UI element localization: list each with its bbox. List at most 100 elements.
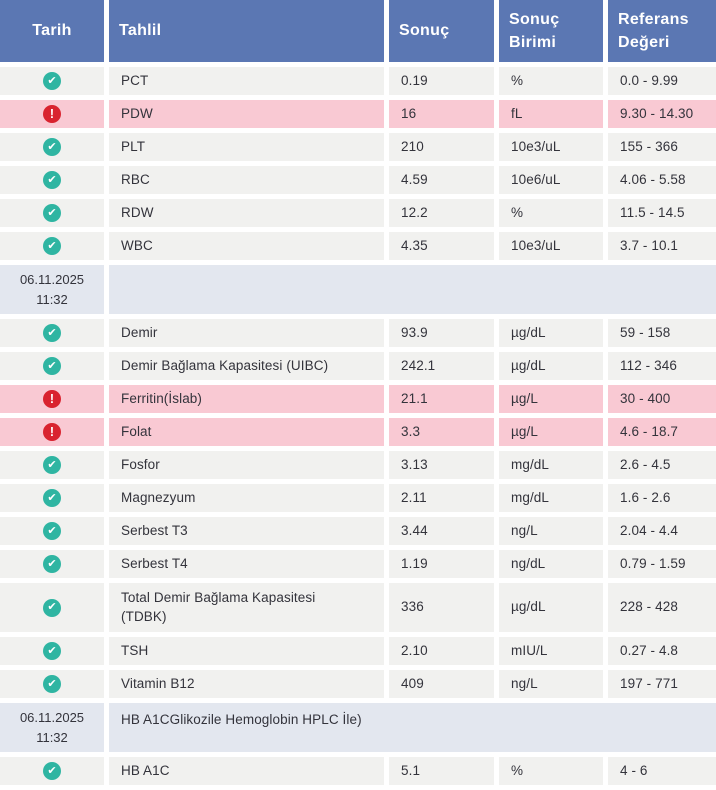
status-cell: ✔ [0,166,104,194]
date-section-row: 06.11.2025 11:32 [0,265,716,314]
result-unit: µg/L [499,385,603,413]
check-icon: ✔ [43,762,61,780]
table-row[interactable]: ! Ferritin(İslab) 21.1 µg/L 30 - 400 [0,385,716,413]
check-icon: ✔ [43,456,61,474]
reference-range: 228 - 428 [608,583,716,632]
table-row[interactable]: ✔ RBC 4.59 10e6/uL 4.06 - 5.58 [0,166,716,194]
table-row[interactable]: ✔ Demir Bağlama Kapasitesi (UIBC) 242.1 … [0,352,716,380]
check-icon: ✔ [43,642,61,660]
status-cell: ✔ [0,757,104,785]
result-unit: fL [499,100,603,128]
test-name: WBC [109,232,384,260]
test-name: Folat [109,418,384,446]
check-icon: ✔ [43,522,61,540]
result-unit: µg/dL [499,583,603,632]
result-value: 21.1 [389,385,494,413]
test-name: Ferritin(İslab) [109,385,384,413]
check-icon: ✔ [43,555,61,573]
test-name: PDW [109,100,384,128]
result-value: 4.59 [389,166,494,194]
status-cell: ✔ [0,550,104,578]
check-icon: ✔ [43,237,61,255]
result-value: 336 [389,583,494,632]
status-cell: ✔ [0,583,104,632]
table-row[interactable]: ✔ Serbest T4 1.19 ng/dL 0.79 - 1.59 [0,550,716,578]
table-row[interactable]: ✔ TSH 2.10 mIU/L 0.27 - 4.8 [0,637,716,665]
status-cell: ✔ [0,232,104,260]
test-name: TSH [109,637,384,665]
table-row[interactable]: ! Folat 3.3 µg/L 4.6 - 18.7 [0,418,716,446]
result-unit: µg/L [499,418,603,446]
header-sonuc: Sonuç [389,0,494,62]
test-name: Demir Bağlama Kapasitesi (UIBC) [109,352,384,380]
reference-range: 2.6 - 4.5 [608,451,716,479]
test-name: PLT [109,133,384,161]
reference-range: 0.27 - 4.8 [608,637,716,665]
test-name: Magnezyum [109,484,384,512]
table-row[interactable]: ✔ Vitamin B12 409 ng/L 197 - 771 [0,670,716,698]
result-unit: ng/dL [499,550,603,578]
test-name: PCT [109,67,384,95]
reference-range: 112 - 346 [608,352,716,380]
result-value: 3.44 [389,517,494,545]
table-row[interactable]: ✔ WBC 4.35 10e3/uL 3.7 - 10.1 [0,232,716,260]
reference-range: 4 - 6 [608,757,716,785]
result-value: 3.3 [389,418,494,446]
test-name: Demir [109,319,384,347]
result-value: 16 [389,100,494,128]
check-icon: ✔ [43,171,61,189]
section-label: HB A1CGlikozile Hemoglobin HPLC İle) [109,703,716,752]
check-icon: ✔ [43,72,61,90]
status-cell: ✔ [0,451,104,479]
result-value: 0.19 [389,67,494,95]
status-cell: ✔ [0,517,104,545]
section-label [109,265,716,314]
result-unit: µg/dL [499,352,603,380]
result-value: 409 [389,670,494,698]
table-row[interactable]: ✔ Magnezyum 2.11 mg/dL 1.6 - 2.6 [0,484,716,512]
table-row[interactable]: ✔ Demir 93.9 µg/dL 59 - 158 [0,319,716,347]
status-cell: ✔ [0,319,104,347]
test-name: RBC [109,166,384,194]
reference-range: 4.6 - 18.7 [608,418,716,446]
status-cell: ✔ [0,670,104,698]
date-cell: 06.11.2025 11:32 [0,703,104,752]
table-row[interactable]: ! PDW 16 fL 9.30 - 14.30 [0,100,716,128]
table-header: Tarih Tahlil Sonuç Sonuç Birimi Referans… [0,0,716,62]
status-cell: ✔ [0,199,104,227]
table-row[interactable]: ✔ Total Demir Bağlama Kapasitesi (TDBK) … [0,583,716,632]
check-icon: ✔ [43,204,61,222]
date-cell: 06.11.2025 11:32 [0,265,104,314]
result-unit: 10e3/uL [499,133,603,161]
result-unit: 10e6/uL [499,166,603,194]
table-row[interactable]: ✔ PLT 210 10e3/uL 155 - 366 [0,133,716,161]
date-section-row: 06.11.2025 11:32 HB A1CGlikozile Hemoglo… [0,703,716,752]
check-icon: ✔ [43,675,61,693]
test-name: Serbest T4 [109,550,384,578]
test-name: Vitamin B12 [109,670,384,698]
test-name: HB A1C [109,757,384,785]
result-unit: µg/dL [499,319,603,347]
table-row[interactable]: ✔ Serbest T3 3.44 ng/L 2.04 - 4.4 [0,517,716,545]
status-cell: ✔ [0,67,104,95]
table-row[interactable]: ✔ HB A1C 5.1 % 4 - 6 [0,757,716,785]
status-cell: ! [0,418,104,446]
date-value: 06.11.2025 [19,710,85,725]
result-unit: mg/dL [499,484,603,512]
reference-range: 3.7 - 10.1 [608,232,716,260]
alert-icon: ! [43,390,61,408]
result-unit: 10e3/uL [499,232,603,260]
result-unit: mg/dL [499,451,603,479]
table-row[interactable]: ✔ PCT 0.19 % 0.0 - 9.99 [0,67,716,95]
result-value: 210 [389,133,494,161]
table-row[interactable]: ✔ Fosfor 3.13 mg/dL 2.6 - 4.5 [0,451,716,479]
result-unit: % [499,199,603,227]
status-cell: ✔ [0,352,104,380]
status-cell: ✔ [0,637,104,665]
reference-range: 4.06 - 5.58 [608,166,716,194]
result-unit: ng/L [499,670,603,698]
table-row[interactable]: ✔ RDW 12.2 % 11.5 - 14.5 [0,199,716,227]
result-unit: % [499,67,603,95]
test-name: Fosfor [109,451,384,479]
